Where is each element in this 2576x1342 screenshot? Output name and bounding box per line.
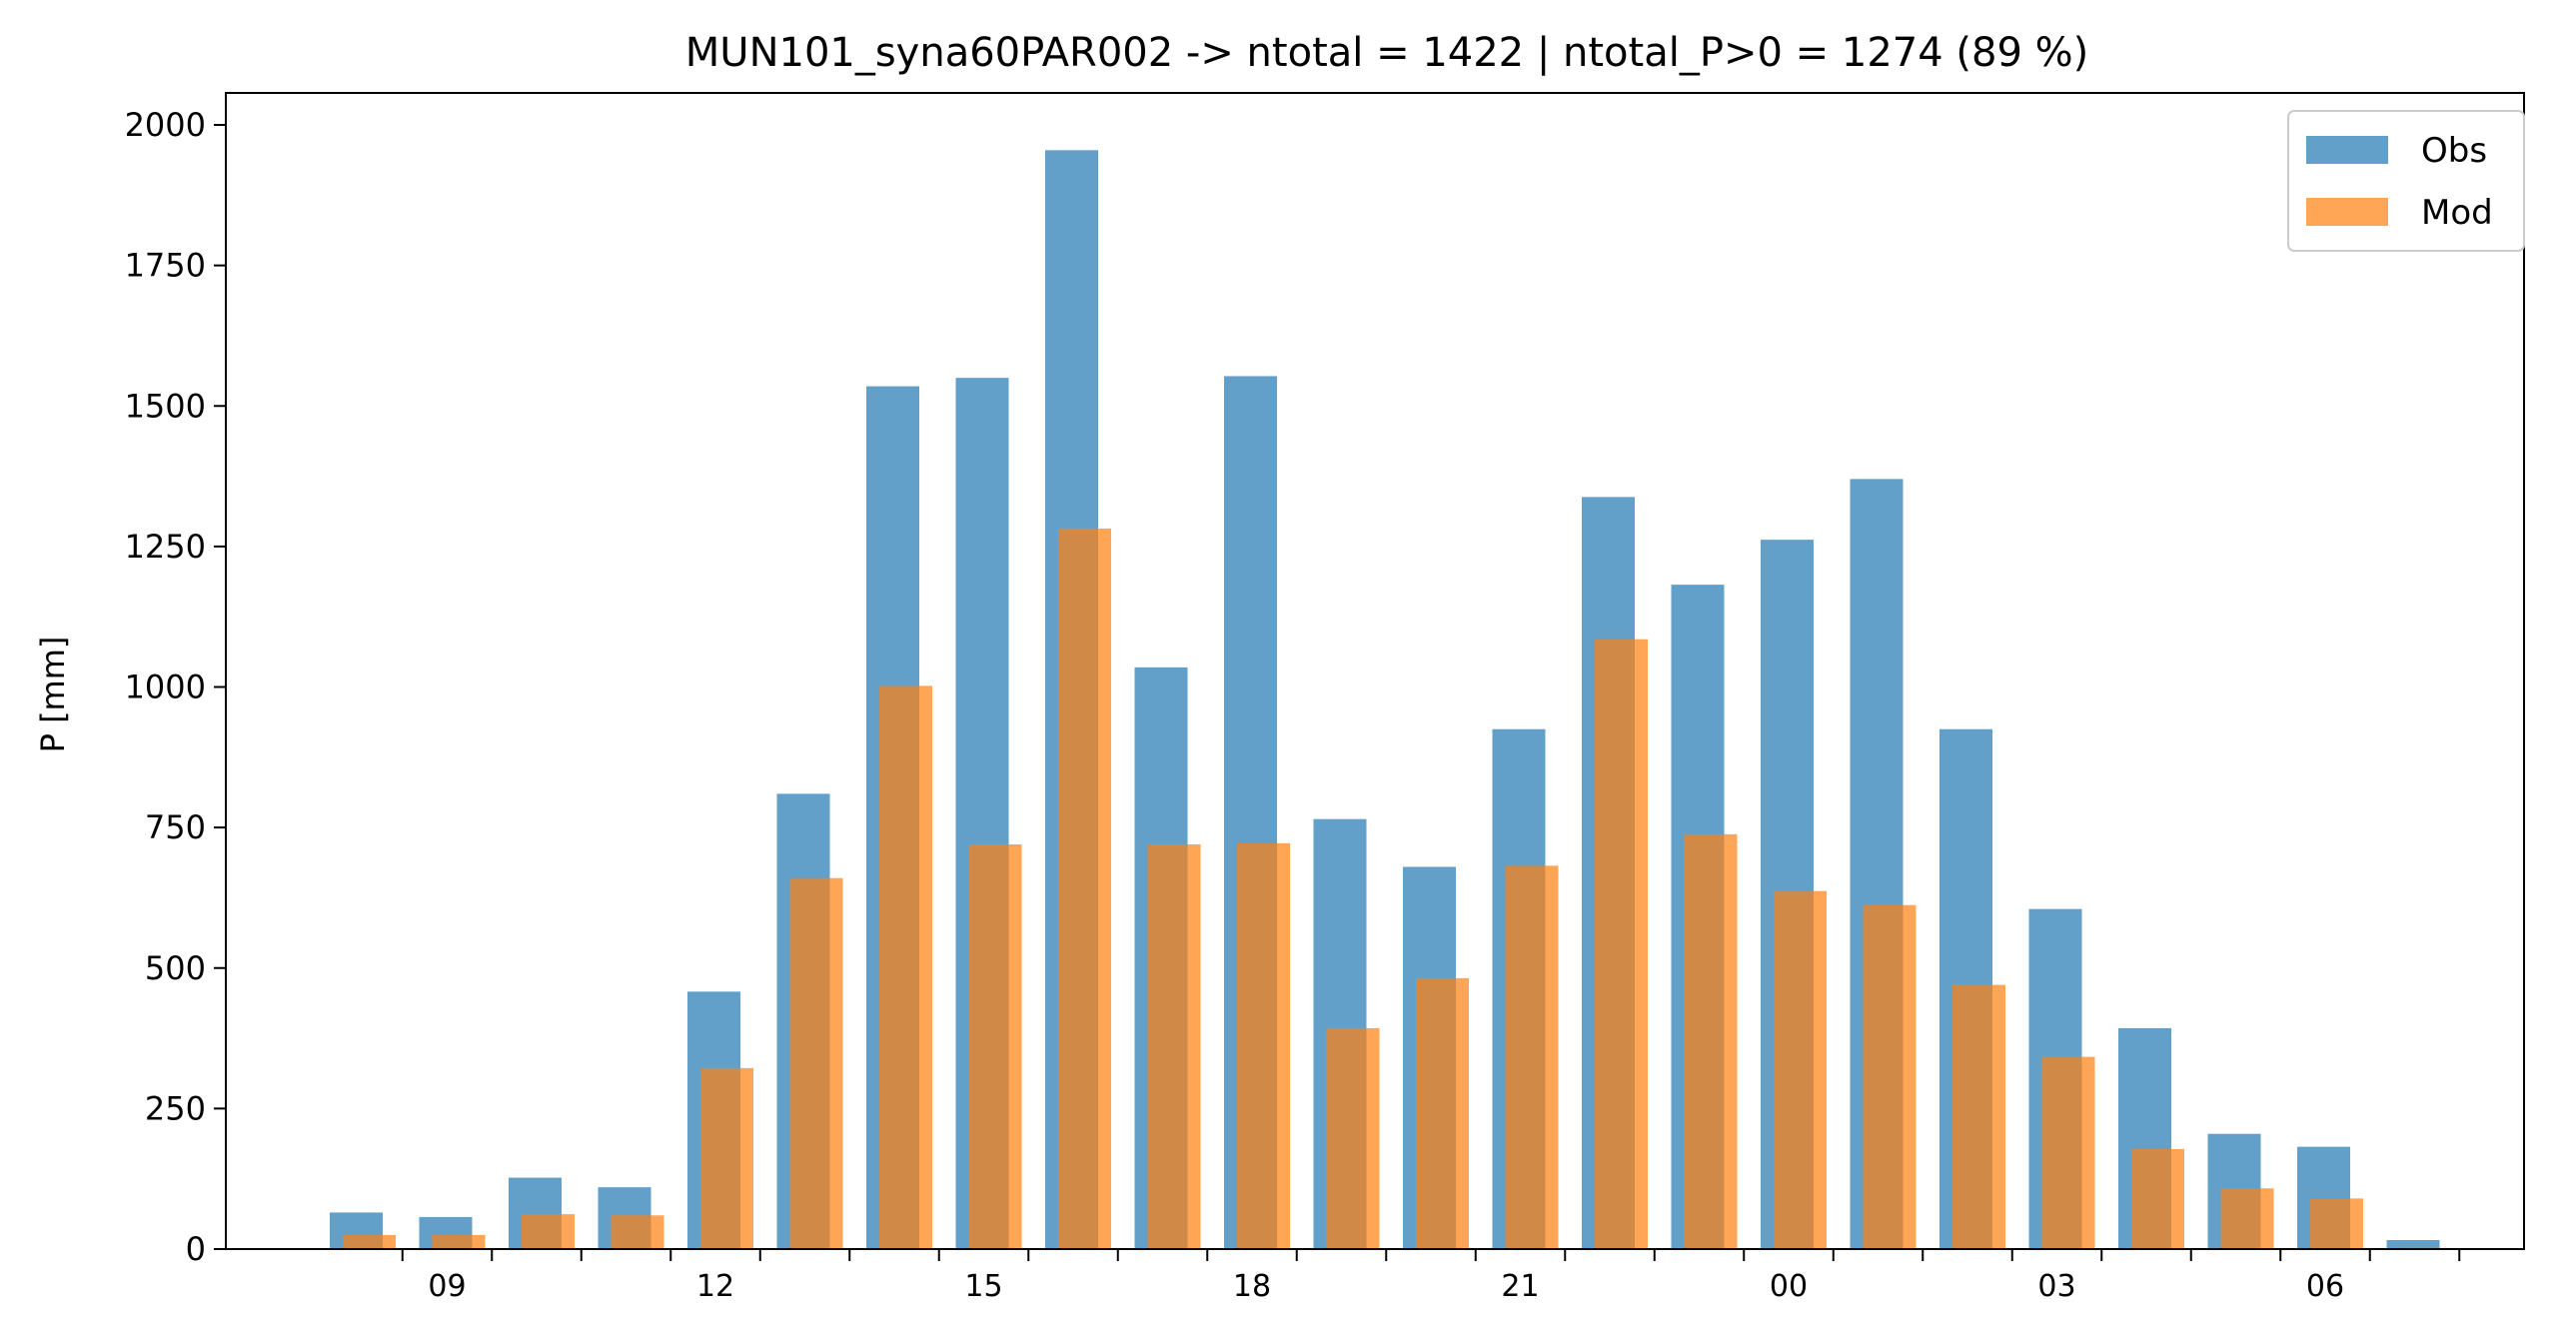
mod-bar bbox=[1595, 639, 1648, 1249]
mod-bar bbox=[789, 877, 843, 1249]
y-tick-label: 1250 bbox=[125, 528, 206, 566]
x-tick-label: 09 bbox=[428, 1269, 466, 1304]
y-tick-label: 1000 bbox=[125, 669, 206, 706]
legend: Obs Mod bbox=[2287, 110, 2525, 252]
mod-bar bbox=[1863, 904, 1917, 1249]
legend-swatch bbox=[2306, 198, 2388, 226]
x-axis: 09 12 15 18 21 00 03 06 bbox=[401, 1249, 2461, 1304]
chart-title: MUN101_syna60PAR002 -> ntotal = 1422 | n… bbox=[685, 30, 2088, 76]
y-tick-label: 1500 bbox=[125, 387, 206, 425]
obs-bar bbox=[2386, 1240, 2440, 1249]
y-tick-label: 750 bbox=[145, 808, 206, 846]
y-tick-label: 2000 bbox=[125, 106, 206, 144]
y-axis: 0 250 500 750 1000 1250 1500 1750 2000 bbox=[125, 106, 226, 1268]
x-tick-label: 15 bbox=[964, 1269, 1002, 1304]
plot-frame bbox=[225, 92, 2525, 1250]
mod-bar bbox=[1326, 1027, 1380, 1249]
mod-bar bbox=[611, 1215, 664, 1249]
mod-bar bbox=[1416, 977, 1469, 1249]
y-axis-label: P [mm] bbox=[34, 637, 72, 753]
mod-bar bbox=[432, 1234, 486, 1249]
mod-bar bbox=[2310, 1198, 2363, 1249]
x-tick-label: 18 bbox=[1233, 1269, 1271, 1304]
y-tick-label: 250 bbox=[145, 1089, 206, 1127]
legend-swatch bbox=[2306, 136, 2388, 164]
mod-bar bbox=[1058, 528, 1111, 1249]
mod-bar bbox=[1774, 890, 1827, 1249]
legend-label: Mod bbox=[2421, 193, 2493, 233]
x-tick-label: 12 bbox=[696, 1269, 734, 1304]
mod-bars bbox=[343, 528, 2453, 1249]
mod-bar bbox=[2131, 1148, 2184, 1249]
mod-bar bbox=[1237, 842, 1290, 1249]
mod-bar bbox=[1147, 844, 1201, 1249]
mod-bar bbox=[1505, 865, 1559, 1249]
x-tick-label: 06 bbox=[2306, 1269, 2344, 1304]
x-tick-label: 21 bbox=[1501, 1269, 1539, 1304]
x-tick-label: 00 bbox=[1770, 1269, 1808, 1304]
mod-bar bbox=[879, 685, 932, 1249]
mod-bar bbox=[1952, 984, 2005, 1249]
mod-bar bbox=[2041, 1056, 2095, 1249]
legend-label: Obs bbox=[2421, 131, 2487, 171]
mod-bar bbox=[700, 1067, 753, 1249]
mod-bar bbox=[1684, 833, 1738, 1249]
mod-bar bbox=[343, 1234, 396, 1249]
mod-bar bbox=[968, 844, 1022, 1249]
obs-bars bbox=[330, 150, 2440, 1249]
y-tick-label: 0 bbox=[186, 1230, 206, 1268]
x-tick-label: 03 bbox=[2037, 1269, 2075, 1304]
mod-bar bbox=[522, 1214, 575, 1249]
mod-bar bbox=[2220, 1188, 2274, 1249]
y-tick-label: 1750 bbox=[125, 247, 206, 285]
y-tick-label: 500 bbox=[145, 949, 206, 987]
